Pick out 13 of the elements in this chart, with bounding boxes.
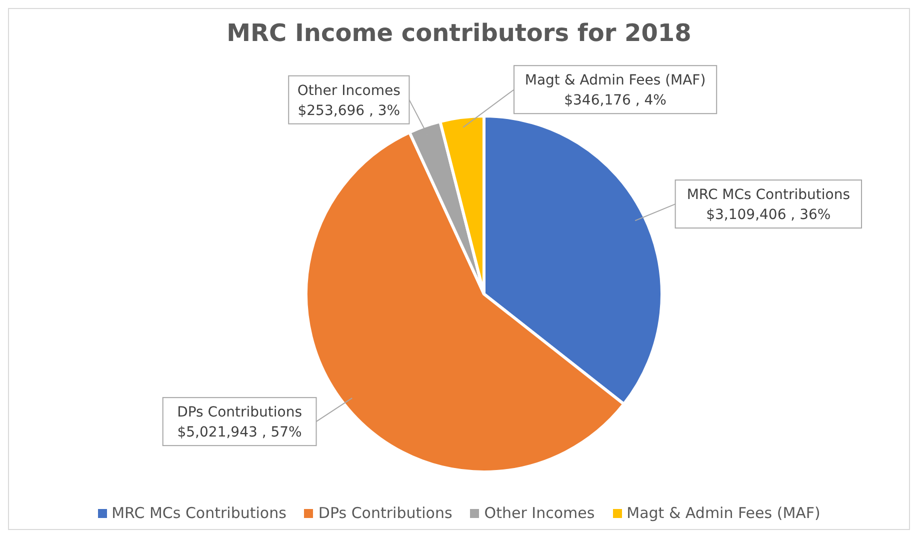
legend-label: Other Incomes xyxy=(483,504,595,522)
data-label: $3,109,406 , 36% xyxy=(706,207,831,224)
data-label: $346,176 , 4% xyxy=(564,92,666,109)
slice-label: Magt & Admin Fees (MAF) xyxy=(524,72,706,89)
chart-title: MRC Income contributors for 2018 xyxy=(226,18,692,49)
slice-label: DPs Contributions xyxy=(177,404,302,421)
slice-label: MRC MCs Contributions xyxy=(686,187,850,204)
legend-label: Magt & Admin Fees (MAF) xyxy=(626,504,820,522)
legend-label: DPs Contributions xyxy=(317,504,452,522)
data-label: $5,021,943 , 57% xyxy=(177,424,302,441)
slice-label: Other Incomes xyxy=(297,82,400,99)
data-label: $253,696 , 3% xyxy=(298,102,400,119)
legend-label: MRC MCs Contributions xyxy=(110,504,286,522)
